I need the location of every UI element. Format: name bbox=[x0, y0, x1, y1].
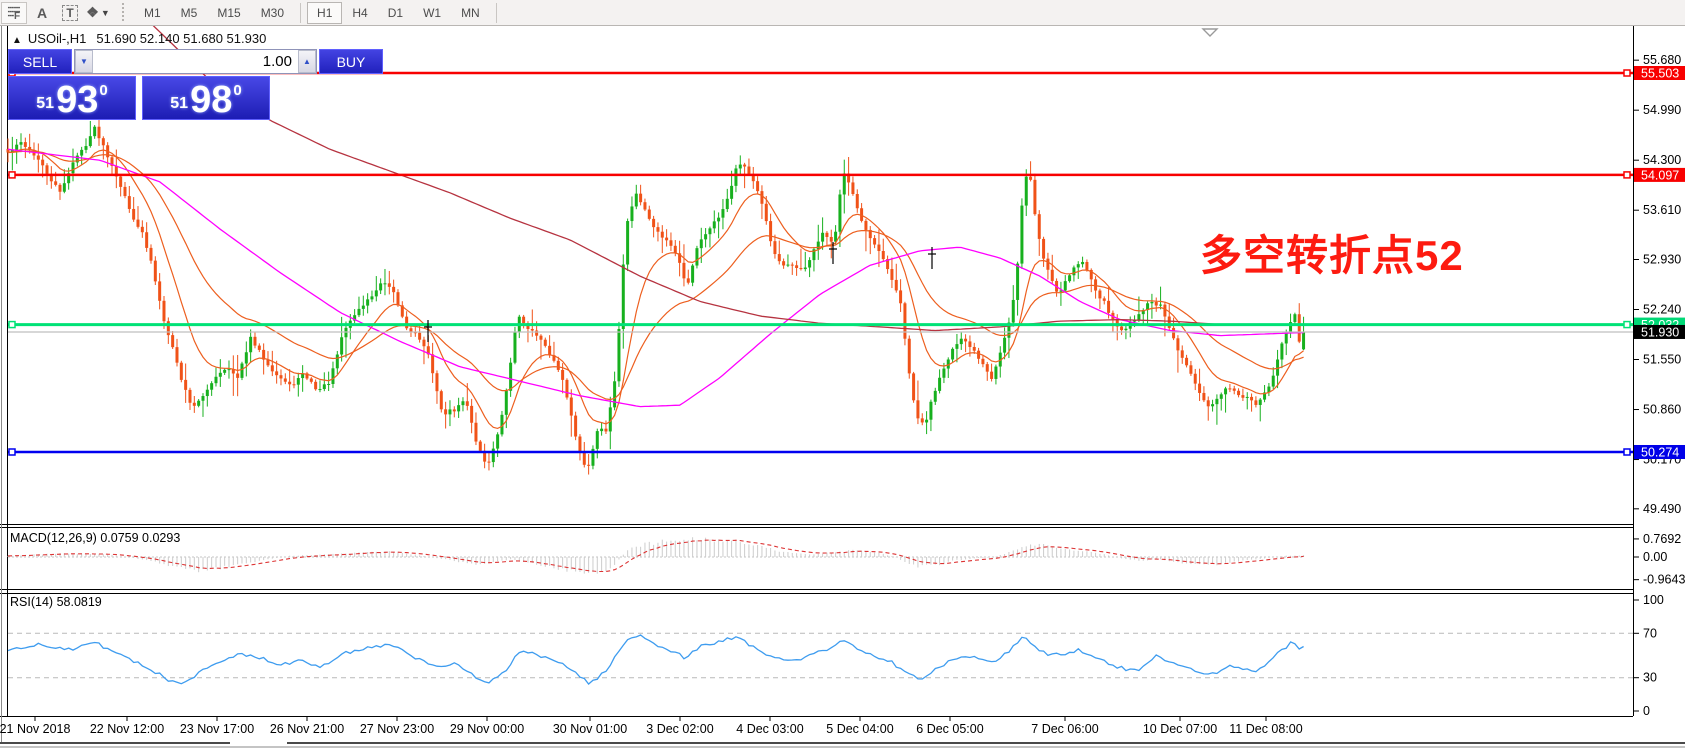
resistance-55.503-handle[interactable] bbox=[1623, 69, 1631, 77]
time-tick-label: 5 Dec 04:00 bbox=[826, 722, 893, 736]
timeframe-button-h4[interactable]: H4 bbox=[352, 5, 368, 20]
cross-marker[interactable] bbox=[829, 242, 837, 264]
price-tick-label: 55.680 bbox=[1643, 53, 1681, 67]
price-tick-label: 49.490 bbox=[1643, 502, 1681, 516]
sell-button[interactable]: SELL bbox=[8, 49, 72, 74]
chart-annotation-text[interactable]: 多空转折点52 bbox=[1200, 232, 1464, 279]
time-tick-label: 23 Nov 17:00 bbox=[180, 722, 254, 736]
ohlc-readout: 51.690 52.140 51.680 51.930 bbox=[96, 31, 267, 46]
support-50.274-handle[interactable] bbox=[1623, 448, 1631, 456]
time-tick-label: 7 Dec 06:00 bbox=[1031, 722, 1098, 736]
toolbar-grip[interactable] bbox=[122, 2, 128, 23]
rsi-title: RSI(14) 58.0819 bbox=[10, 595, 102, 609]
candlestick-series bbox=[6, 112, 1306, 475]
price-tick-label: 52.240 bbox=[1643, 303, 1681, 317]
timeframe-button-mn[interactable]: MN bbox=[461, 5, 480, 20]
time-axis[interactable]: 21 Nov 2018 22 Nov 12:00 23 Nov 17:00 26 No… bbox=[0, 716, 1303, 736]
macd-tick-label: 0.00 bbox=[1643, 550, 1667, 564]
price-tick-label: 51.550 bbox=[1643, 353, 1681, 367]
ma-medium-line bbox=[7, 150, 1304, 401]
price-badge-50.274 bbox=[1634, 444, 1685, 459]
ma-slow-line bbox=[152, 26, 1222, 332]
cross-marker[interactable] bbox=[424, 320, 432, 342]
time-tick-label: 26 Nov 21:00 bbox=[270, 722, 344, 736]
time-tick-label: 29 Nov 00:00 bbox=[450, 722, 524, 736]
time-tick-label: 21 Nov 2018 bbox=[0, 722, 70, 736]
macd-signal-line bbox=[7, 539, 1304, 573]
time-tick-label: 27 Nov 23:00 bbox=[360, 722, 434, 736]
cross-marker[interactable] bbox=[928, 247, 936, 269]
rsi-tick-label: 30 bbox=[1643, 671, 1657, 685]
volume-box: ▼ ▲ bbox=[74, 49, 317, 74]
text-tool-icon[interactable]: A bbox=[36, 4, 48, 21]
volume-decrease-button[interactable]: ▼ bbox=[75, 50, 93, 73]
timeframe-button-h1[interactable]: H1 bbox=[307, 1, 343, 24]
svg-text:55.503: 55.503 bbox=[1641, 67, 1679, 81]
fibonacci-tool-icon[interactable]: ┄┄ ┄┄ ┄F bbox=[1, 1, 27, 24]
timeframe-button-m1[interactable]: M1 bbox=[144, 5, 161, 20]
price-tick-label: 52.930 bbox=[1643, 252, 1681, 266]
timeframe-button-w1[interactable]: W1 bbox=[423, 5, 442, 20]
chart-area[interactable]: 55.680 54.990 54.300 53.610 52.930 52.240 51.5… bbox=[0, 26, 1685, 748]
toolbar: ┄┄ ┄┄ ┄F A T ❖ ▼ M1 M5 M15 M30 H1 H4 D1 W1 MN bbox=[0, 0, 1685, 26]
time-tick-label: 22 Nov 12:00 bbox=[90, 722, 164, 736]
rsi-tick-label: 0 bbox=[1643, 704, 1650, 718]
buy-price-display[interactable]: 51 98 0 bbox=[142, 76, 270, 120]
time-tick-label: 3 Dec 02:00 bbox=[646, 722, 713, 736]
volume-input[interactable] bbox=[93, 50, 298, 73]
macd-tick-label: -0.9643 bbox=[1643, 573, 1685, 587]
svg-text:54.097: 54.097 bbox=[1641, 168, 1679, 182]
price-badge-54.097 bbox=[1634, 167, 1685, 182]
buy-button[interactable]: BUY bbox=[319, 49, 383, 74]
macd-histogram bbox=[7, 537, 1305, 574]
svg-text:51.930: 51.930 bbox=[1641, 325, 1679, 339]
price-tick-label: 54.300 bbox=[1643, 153, 1681, 167]
price-badge-55.503 bbox=[1634, 66, 1685, 80]
timeframe-button-m30[interactable]: M30 bbox=[260, 5, 285, 20]
price-tick-label: 50.860 bbox=[1643, 403, 1681, 417]
price-tick-label: 53.610 bbox=[1643, 203, 1681, 217]
text-label-tool-icon[interactable]: T bbox=[57, 2, 83, 24]
one-click-panel-toggle[interactable]: ▲ bbox=[12, 35, 22, 46]
price-axis[interactable]: 55.680 54.990 54.300 53.610 52.930 52.240 51.5… bbox=[1633, 53, 1685, 718]
rsi-tick-label: 100 bbox=[1643, 593, 1664, 607]
time-tick-label: 4 Dec 03:00 bbox=[736, 722, 803, 736]
chevron-down-icon: ▼ bbox=[100, 7, 110, 18]
ma-fast-line bbox=[7, 148, 1304, 430]
arrows-tool-icon[interactable]: ❖ ▼ bbox=[86, 4, 110, 20]
resistance-54.097-handle[interactable] bbox=[1623, 171, 1631, 179]
volume-increase-button[interactable]: ▲ bbox=[298, 50, 316, 73]
ma-magenta-line bbox=[7, 148, 1304, 408]
time-tick-label: 11 Dec 08:00 bbox=[1229, 722, 1302, 736]
time-tick-label: 10 Dec 07:00 bbox=[1143, 722, 1217, 736]
rsi-tick-label: 70 bbox=[1643, 626, 1657, 640]
svg-text:50.274: 50.274 bbox=[1641, 445, 1679, 459]
timeframe-button-m15[interactable]: M15 bbox=[217, 5, 241, 20]
price-badge-51.930 bbox=[1634, 324, 1685, 339]
chart-shift-marker[interactable] bbox=[1201, 28, 1219, 37]
time-tick-label: 6 Dec 05:00 bbox=[916, 722, 983, 736]
symbol-period-label: USOil-,H1 bbox=[27, 31, 87, 46]
macd-title: MACD(12,26,9) 0.0759 0.0293 bbox=[10, 531, 181, 545]
timeframe-group: M1 M5 M15 M30 H1 H4 D1 W1 MN bbox=[134, 1, 490, 24]
timeframe-button-m5[interactable]: M5 bbox=[180, 5, 198, 20]
timeframe-button-d1[interactable]: D1 bbox=[387, 5, 404, 20]
macd-tick-label: 0.7692 bbox=[1643, 532, 1681, 546]
sell-price-display[interactable]: 51 93 0 bbox=[8, 76, 136, 120]
rsi-line bbox=[7, 634, 1304, 685]
chart-header: ▲ USOil-,H1 51.690 52.140 51.680 51.930 bbox=[12, 31, 266, 46]
time-tick-label: 30 Nov 01:00 bbox=[553, 722, 627, 736]
price-tick-label: 54.990 bbox=[1643, 103, 1681, 117]
pivot-52.032-handle[interactable] bbox=[1623, 320, 1631, 329]
